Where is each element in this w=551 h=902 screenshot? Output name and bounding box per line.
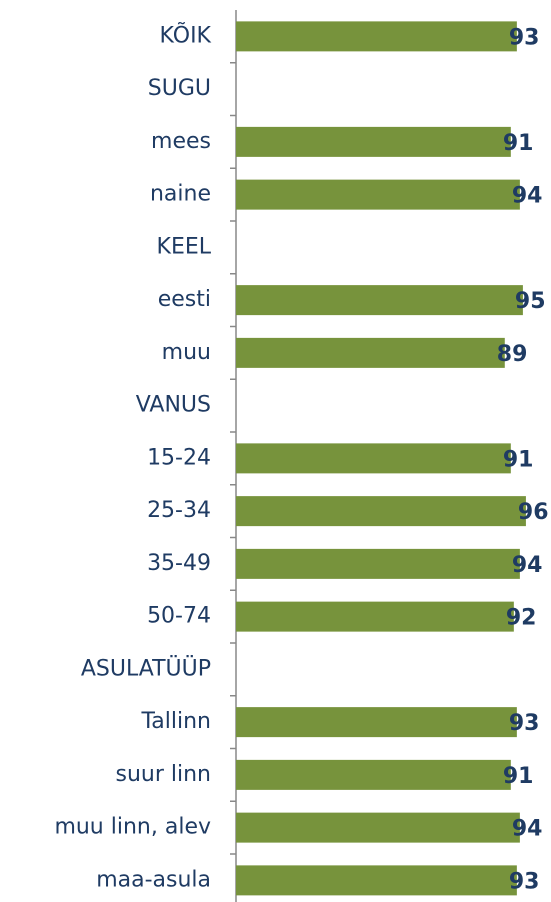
category-label: mees — [151, 129, 211, 154]
bar — [236, 443, 511, 474]
category-label: muu — [162, 340, 211, 365]
category-label: Tallinn — [140, 709, 211, 734]
bar — [236, 126, 511, 157]
bar — [236, 865, 517, 896]
category-label: SUGU — [148, 76, 211, 101]
category-label: 35-49 — [147, 551, 211, 576]
category-label: 25-34 — [147, 498, 211, 523]
category-label: ASULATÜÜP — [81, 655, 211, 681]
category-label: maa-asula — [96, 867, 211, 892]
value-label: 94 — [512, 553, 543, 578]
value-label: 94 — [512, 184, 543, 209]
category-label: suur linn — [116, 762, 212, 787]
bar — [236, 601, 514, 632]
category-label: eesti — [158, 287, 211, 312]
bar — [236, 707, 517, 738]
category-label: naine — [150, 182, 211, 207]
bar — [236, 179, 520, 210]
bar — [236, 496, 526, 527]
value-label: 92 — [506, 606, 537, 631]
bar — [236, 759, 511, 790]
value-label: 91 — [503, 764, 534, 789]
value-label: 91 — [503, 447, 534, 472]
category-label: 15-24 — [147, 445, 211, 470]
category-label: muu linn, alev — [54, 815, 211, 840]
bar — [236, 812, 520, 843]
category-label: VANUS — [136, 393, 211, 418]
value-label: 94 — [512, 817, 543, 842]
value-label: 89 — [497, 342, 528, 367]
category-label: KÕIK — [160, 21, 212, 48]
bar — [236, 285, 523, 316]
bar — [236, 337, 505, 368]
value-label: 93 — [509, 711, 540, 736]
category-label: KEEL — [157, 234, 212, 259]
value-label: 93 — [509, 869, 540, 894]
bar — [236, 548, 520, 579]
value-label: 96 — [518, 500, 549, 525]
value-label: 95 — [515, 289, 546, 314]
bar — [236, 21, 517, 52]
category-label: 50-74 — [147, 604, 211, 629]
value-label: 91 — [503, 131, 534, 156]
value-label: 93 — [509, 25, 540, 50]
